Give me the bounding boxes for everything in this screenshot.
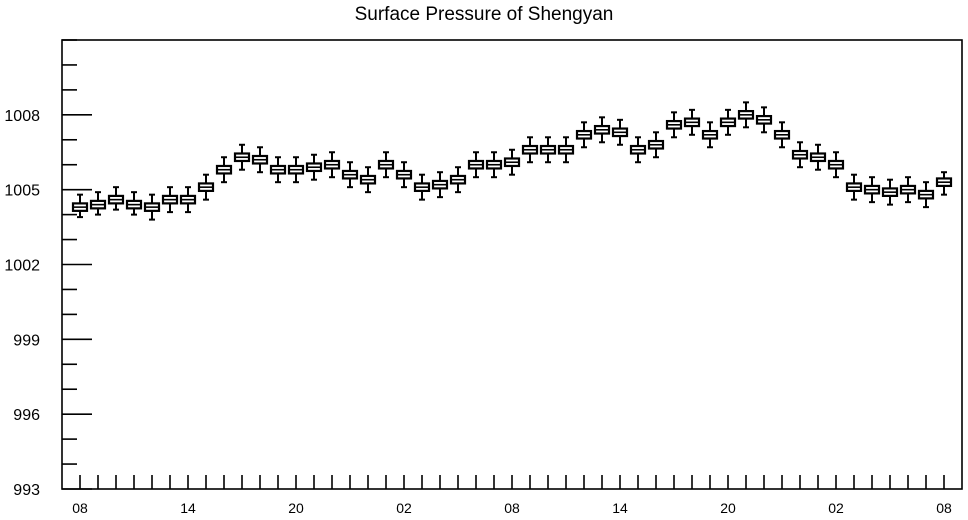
box-item — [233, 143, 251, 171]
box-item — [593, 116, 611, 144]
box-item — [89, 191, 107, 216]
y-axis: 993 996 999 1002 1005 1008 — [4, 39, 92, 499]
box-item — [701, 121, 719, 149]
box-item — [557, 136, 575, 164]
box-item — [935, 171, 953, 196]
box-item — [683, 108, 701, 136]
y-tick-label: 996 — [13, 407, 40, 424]
box-item — [917, 181, 935, 209]
box-item — [575, 121, 593, 149]
y-tick-label: 1002 — [4, 258, 40, 275]
box-item — [431, 171, 449, 199]
box-item — [899, 176, 917, 204]
box-item — [107, 186, 125, 211]
box-item — [467, 151, 485, 179]
y-tick-label: 1005 — [4, 183, 40, 200]
chart-title: Surface Pressure of Shengyan — [354, 4, 614, 25]
box-item — [485, 151, 503, 179]
box-item — [305, 153, 323, 181]
box-item — [269, 156, 287, 184]
x-tick-label: 08 — [72, 500, 88, 516]
boxes-group — [71, 101, 953, 221]
x-tick-label: 08 — [936, 500, 952, 516]
box-item — [161, 186, 179, 214]
box-item — [251, 146, 269, 174]
x-tick-label: 02 — [828, 500, 844, 516]
box-item — [197, 173, 215, 201]
box-item — [215, 156, 233, 184]
x-tick-label: 02 — [396, 500, 412, 516]
box-item — [143, 193, 161, 221]
x-tick-label: 20 — [288, 500, 304, 516]
plot-frame — [61, 39, 963, 490]
box-item — [377, 151, 395, 179]
box-item — [647, 131, 665, 159]
box-item — [503, 148, 521, 176]
box-item — [395, 161, 413, 189]
y-tick-label: 993 — [13, 482, 40, 499]
box-item — [755, 106, 773, 134]
box-item — [323, 151, 341, 179]
box-item — [521, 136, 539, 164]
box-item — [827, 151, 845, 179]
box-item — [341, 161, 359, 189]
box-item — [845, 173, 863, 201]
box-item — [629, 136, 647, 164]
y-tick-label: 999 — [13, 332, 40, 349]
box-item — [737, 101, 755, 129]
x-tick-label: 08 — [504, 500, 520, 516]
x-tick-label: 14 — [612, 500, 628, 516]
box-item — [791, 141, 809, 169]
box-item — [719, 108, 737, 136]
box-item — [809, 143, 827, 171]
x-tick-label: 14 — [180, 500, 196, 516]
box-item — [287, 156, 305, 184]
box-item — [539, 136, 557, 164]
y-tick-label: 1008 — [4, 108, 40, 125]
box-item — [359, 166, 377, 194]
box-item — [665, 111, 683, 139]
box-item — [449, 166, 467, 194]
box-item — [125, 191, 143, 216]
box-item — [179, 186, 197, 214]
box-item — [71, 193, 89, 219]
x-axis: 08 14 20 02 08 14 20 02 08 — [72, 475, 952, 516]
box-item — [773, 121, 791, 149]
box-item — [413, 173, 431, 201]
box-item — [863, 176, 881, 204]
box-item — [611, 118, 629, 146]
x-tick-label: 20 — [720, 500, 736, 516]
box-item — [881, 178, 899, 206]
